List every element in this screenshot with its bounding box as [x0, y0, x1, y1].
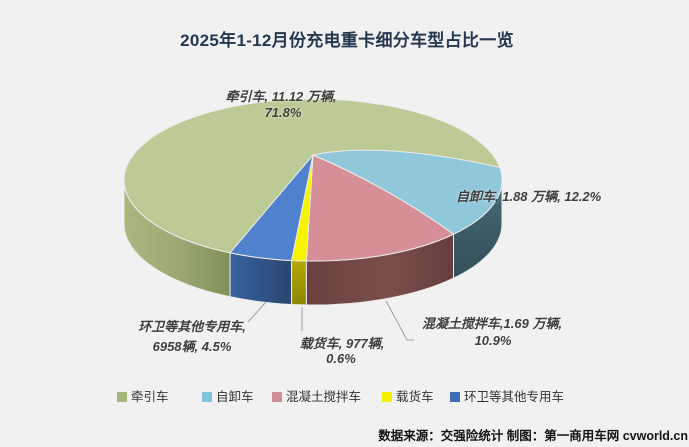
pie-wall-cargo — [291, 259, 307, 306]
legend-label-sanitation: 环卫等其他专用车 — [464, 390, 565, 404]
leader-line-mixer — [385, 300, 414, 341]
leader-line-sanitation — [247, 301, 267, 323]
legend-swatch-tractor — [117, 392, 127, 402]
label-mixer-line1: 混凝土搅拌车,1.69 万辆, — [421, 316, 563, 331]
label-dump: 自卸车, 1.88 万辆, 12.2% — [456, 189, 602, 204]
label-sanitation-line2: 6958辆, 4.5% — [152, 339, 232, 354]
legend-label-dump: 自卸车 — [216, 390, 254, 404]
chart-title: 2025年1-12月份充电重卡细分车型占比一览 — [180, 31, 514, 50]
legend-swatch-mixer — [272, 392, 282, 402]
legend-swatch-sanitation — [450, 392, 460, 402]
label-tractor-line2: 71.8% — [264, 105, 302, 120]
legend-label-tractor: 牵引车 — [131, 390, 169, 404]
pie-slice-sanitation — [229, 154, 314, 262]
source-credit: 数据来源：交强险统计 制图：第一商用车网 cvworld.cn — [378, 429, 688, 443]
pie-wall-sanitation — [229, 252, 293, 306]
legend-label-cargo: 载货车 — [396, 390, 434, 404]
label-sanitation-line1: 环卫等其他专用车, — [138, 319, 246, 334]
legend-swatch-dump — [202, 392, 212, 402]
label-tractor-line1: 牵引车, 11.12 万辆, — [225, 89, 337, 104]
legend-label-mixer: 混凝土搅拌车 — [286, 390, 362, 404]
label-cargo-line1: 载货车, 977辆, — [299, 336, 385, 351]
label-cargo-line2: 0.6% — [326, 351, 356, 366]
pie-slice-mixer — [305, 154, 455, 262]
label-mixer-line2: 10.9% — [474, 333, 512, 348]
legend-swatch-cargo — [382, 392, 392, 402]
